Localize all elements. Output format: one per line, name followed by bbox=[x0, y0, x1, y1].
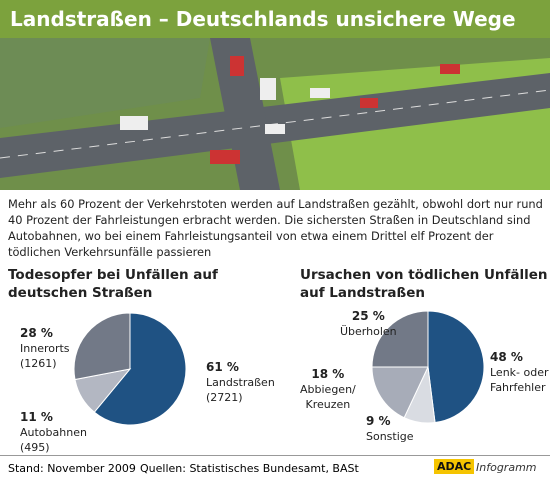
footer: Stand: November 2009 Quellen: Statistisc… bbox=[0, 455, 550, 488]
chart-title: Ursachen von tödlichen Unfällen auf Land… bbox=[300, 266, 548, 302]
slice-label: 28 % Innerorts (1261) bbox=[20, 326, 70, 371]
count-label: (495) bbox=[20, 441, 50, 454]
title: Landstraßen – Deutschlands unsichere Weg… bbox=[0, 0, 550, 38]
value-label: 61 % bbox=[206, 360, 239, 374]
footer-date: Stand: November 2009 bbox=[8, 462, 136, 475]
pie-slice bbox=[371, 366, 429, 419]
brand-suffix: Infogramm bbox=[476, 461, 537, 474]
chart-title: Todesopfer bei Unfällen auf deutschen St… bbox=[8, 266, 218, 302]
footer-sources: Quellen: Statistisches Bundesamt, BASt bbox=[140, 462, 359, 475]
value-label: 18 % bbox=[311, 367, 345, 381]
slice-label: 9 % Sonstige bbox=[366, 414, 414, 444]
chart-title: Todesopfer bei Unfällen auf deutschen St… bbox=[8, 267, 218, 301]
slice-label: 25 % Überholen bbox=[340, 309, 397, 339]
slice-label: 18 % Abbiegen/ Kreuzen bbox=[300, 367, 356, 412]
slice-label: 11 % Autobahnen (495) bbox=[20, 410, 87, 455]
chart-title: Ursachen von tödlichen Unfällen auf Land… bbox=[300, 267, 548, 301]
value-label: 48 % bbox=[490, 350, 523, 364]
category-label: Autobahnen bbox=[20, 426, 87, 439]
pie-slice bbox=[93, 312, 187, 426]
brand: ADAC bbox=[434, 459, 475, 474]
value-label: 11 % bbox=[20, 410, 53, 424]
value-label: 9 % bbox=[366, 414, 391, 428]
pie-slice bbox=[427, 310, 485, 424]
charts bbox=[73, 310, 485, 426]
photo bbox=[0, 38, 550, 190]
category-label: Abbiegen/ Kreuzen bbox=[300, 383, 356, 411]
intro-text: Mehr als 60 Prozent der Verkehrstoten we… bbox=[8, 197, 543, 259]
count-label: (1261) bbox=[20, 357, 57, 370]
pie-slice bbox=[371, 310, 429, 368]
category-label: Überholen bbox=[340, 325, 397, 338]
slice-label: 48 % Lenk- oder Fahrfehler bbox=[490, 350, 549, 395]
slice-label: 61 % Landstraßen (2721) bbox=[206, 360, 275, 405]
value-label: 25 % bbox=[351, 309, 385, 323]
pie-slice bbox=[73, 312, 131, 381]
category-label: Innerorts bbox=[20, 342, 70, 355]
category-label: Lenk- oder Fahrfehler bbox=[490, 366, 549, 394]
count-label: (2721) bbox=[206, 391, 243, 404]
value-label: 28 % bbox=[20, 326, 53, 340]
category-label: Landstraßen bbox=[206, 376, 275, 389]
category-label: Sonstige bbox=[366, 430, 414, 443]
